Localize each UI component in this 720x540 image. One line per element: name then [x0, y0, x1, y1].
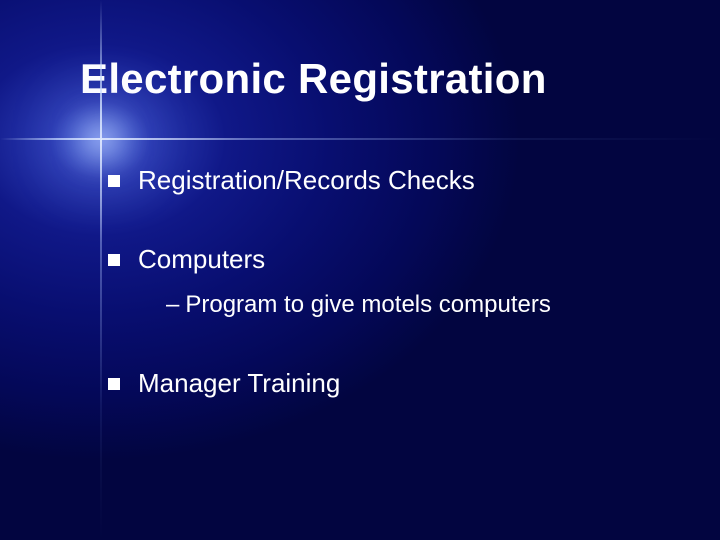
square-bullet-icon: [108, 254, 120, 266]
square-bullet-icon: [108, 378, 120, 390]
slide: Electronic Registration Registration/Rec…: [0, 0, 720, 540]
bullet-text: Computers: [138, 244, 265, 274]
sub-list: –Program to give motels computers: [108, 289, 650, 321]
sub-item-text: Program to give motels computers: [185, 291, 550, 318]
lens-flare-horizontal: [0, 138, 720, 140]
lens-flare-core: [101, 139, 102, 140]
bullet-item: Registration/Records Checks: [108, 163, 650, 198]
bullet-text: Registration/Records Checks: [138, 165, 475, 195]
bullet-list: Registration/Records Checks Computers –P…: [80, 163, 650, 401]
slide-title: Electronic Registration: [80, 55, 650, 103]
bullet-item: Manager Training: [108, 366, 650, 401]
dash-bullet-icon: –: [166, 291, 179, 318]
bullet-item: Computers: [108, 242, 650, 277]
square-bullet-icon: [108, 175, 120, 187]
sub-item: –Program to give motels computers: [166, 289, 650, 321]
bullet-text: Manager Training: [138, 368, 340, 398]
